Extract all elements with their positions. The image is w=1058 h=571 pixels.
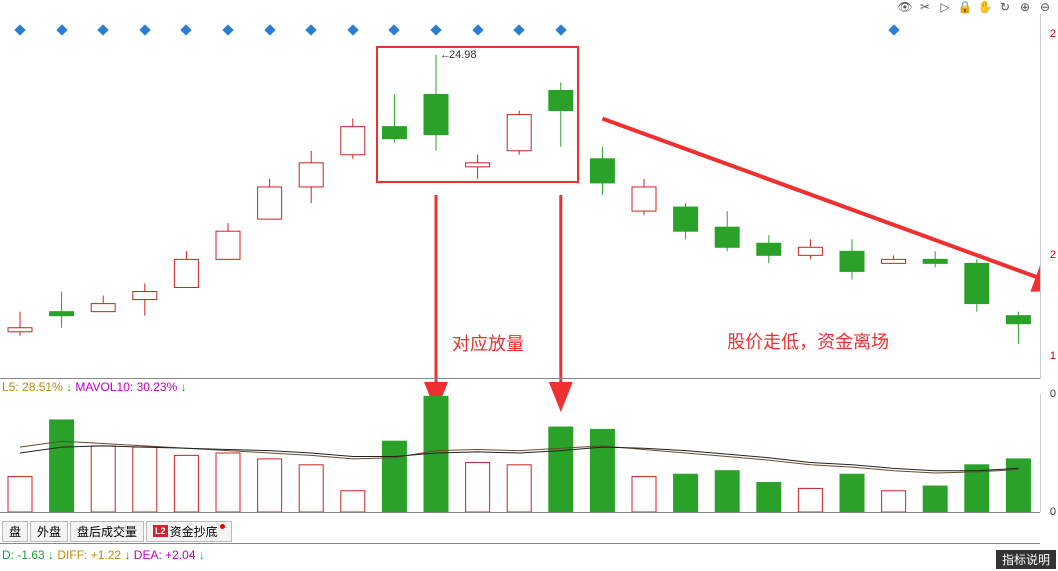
axis-tick-label: 0 bbox=[1050, 506, 1056, 518]
diamond-marker-icon bbox=[555, 24, 566, 35]
indicator-tabs: 盘 外盘 盘后成交量 L2 资金抄底 bbox=[2, 521, 232, 541]
volume-indicator-info: L5: 28.51% ↓ MAVOL10: 30.23% ↓ bbox=[2, 380, 187, 394]
annotation-volume: 对应放量 bbox=[452, 330, 524, 356]
footer-indicator-help[interactable]: 指标说明 bbox=[996, 550, 1056, 569]
axis-tick-label: 1 bbox=[1050, 350, 1056, 362]
axis-tick-label: 2 bbox=[1050, 249, 1056, 261]
minus-icon[interactable]: ⊖ bbox=[1038, 0, 1052, 14]
panel-separator bbox=[0, 512, 1040, 513]
diamond-marker-icon bbox=[222, 24, 233, 35]
marker-diamonds-row bbox=[0, 22, 1040, 38]
diamond-marker-icon bbox=[430, 24, 441, 35]
tab-afterhours-volume[interactable]: 盘后成交量 bbox=[70, 521, 144, 542]
tab-pan[interactable]: 盘 bbox=[2, 521, 28, 542]
tab-l2-funds[interactable]: L2 资金抄底 bbox=[146, 521, 232, 542]
axis-tick-label: 2 bbox=[1050, 28, 1056, 40]
diamond-marker-icon bbox=[514, 24, 525, 35]
diamond-marker-icon bbox=[14, 24, 25, 35]
diamond-marker-icon bbox=[306, 24, 317, 35]
diamond-marker-icon bbox=[264, 24, 275, 35]
diamond-marker-icon bbox=[389, 24, 400, 35]
diamond-marker-icon bbox=[347, 24, 358, 35]
l2-badge-icon: L2 bbox=[153, 525, 168, 537]
price-y-axis: 2 2 1 bbox=[1040, 14, 1058, 379]
panel-separator bbox=[0, 378, 1040, 379]
diamond-marker-icon bbox=[472, 24, 483, 35]
notification-dot-icon bbox=[220, 524, 225, 529]
diamond-marker-icon bbox=[181, 24, 192, 35]
diamond-marker-icon bbox=[139, 24, 150, 35]
diamond-marker-icon bbox=[56, 24, 67, 35]
price-peak-label: ←24.98 bbox=[440, 49, 477, 61]
macd-indicator-info: D: -1.63 ↓ DIFF: +1.22 ↓ DEA: +2.04 ↓ bbox=[2, 548, 205, 562]
volume-y-axis: 00 bbox=[1040, 394, 1058, 512]
panel-separator bbox=[0, 543, 1040, 544]
highlight-rectangle bbox=[376, 46, 578, 183]
diamond-marker-icon bbox=[888, 24, 899, 35]
annotation-trend: 股价走低，资金离场 bbox=[727, 328, 889, 354]
axis-tick-label: 0 bbox=[1050, 388, 1056, 400]
tab-waipan[interactable]: 外盘 bbox=[30, 521, 68, 542]
diamond-marker-icon bbox=[98, 24, 109, 35]
